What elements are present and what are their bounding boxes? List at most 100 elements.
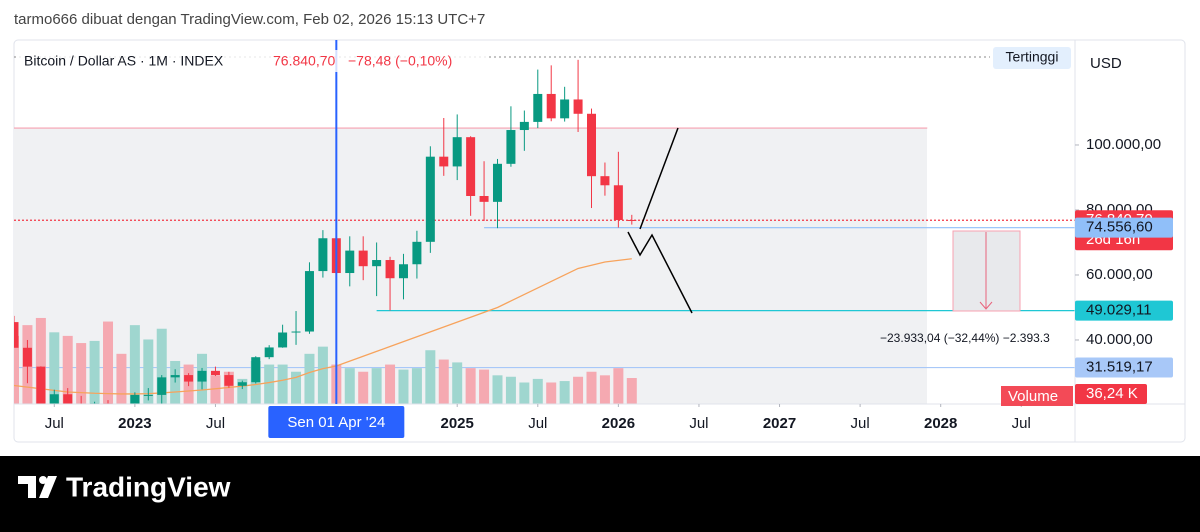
logo bbox=[18, 476, 57, 498]
candle-body bbox=[479, 196, 489, 202]
candle-body bbox=[157, 377, 167, 395]
volume-bar bbox=[129, 325, 140, 404]
logo-mark-2 bbox=[39, 476, 57, 498]
volume-bar bbox=[264, 364, 275, 404]
candle-body bbox=[627, 219, 637, 221]
volume-bar bbox=[626, 378, 637, 404]
candle-body bbox=[600, 176, 610, 186]
candle-body bbox=[22, 347, 32, 367]
volume-bar bbox=[505, 376, 516, 404]
candle-body bbox=[36, 366, 46, 404]
high-label: Tertinggi bbox=[1006, 49, 1059, 65]
candle-body bbox=[291, 331, 301, 333]
volume-value-box bbox=[1075, 384, 1147, 404]
price-label: 31.519,17 bbox=[1086, 359, 1153, 376]
candle-body bbox=[318, 238, 328, 272]
volume-bar bbox=[116, 353, 127, 404]
candle-body bbox=[345, 250, 355, 274]
measure-arrowhead bbox=[979, 301, 993, 310]
projection-up bbox=[639, 127, 679, 230]
crosshair-badge bbox=[268, 406, 405, 438]
candle-body bbox=[439, 156, 449, 167]
volume-bar bbox=[35, 317, 46, 404]
overlay: Sen 01 Apr '2476.840,7026d 16h74.556,604… bbox=[268, 40, 1173, 438]
volume-bar bbox=[411, 368, 422, 404]
volume-bar bbox=[76, 343, 87, 404]
x-tick-label: 2023 bbox=[118, 415, 151, 432]
drawing bbox=[627, 127, 693, 314]
volume-bar bbox=[237, 378, 248, 404]
candle-body bbox=[560, 99, 570, 119]
volume-value: 36,24 K bbox=[1086, 385, 1138, 402]
volume-bar bbox=[14, 335, 19, 404]
volume-bar bbox=[385, 364, 396, 404]
measure bbox=[952, 230, 1021, 312]
candle-body bbox=[506, 130, 516, 164]
volume-bar bbox=[599, 375, 610, 404]
x-tick-label: 2025 bbox=[441, 415, 474, 432]
x-tick-label: Jul bbox=[1012, 415, 1031, 432]
candle-body bbox=[519, 121, 529, 131]
candle-body bbox=[613, 185, 623, 220]
candle-body bbox=[385, 260, 395, 279]
candle-body bbox=[425, 156, 435, 242]
legend-title: Bitcoin / Dollar AS · 1M · INDEX bbox=[24, 53, 224, 69]
volume-name: Volume bbox=[1008, 388, 1058, 405]
volume-bar bbox=[62, 335, 73, 404]
volume-bar bbox=[277, 364, 288, 404]
candle-body bbox=[412, 241, 422, 265]
volume-bar bbox=[519, 382, 530, 404]
candle-body bbox=[304, 271, 314, 332]
volume-bar bbox=[465, 368, 476, 404]
currency: USD bbox=[1090, 55, 1122, 72]
volume-bar bbox=[371, 368, 382, 404]
y-tick-label: 60.000,00 bbox=[1086, 266, 1153, 283]
volume-bar bbox=[559, 381, 570, 404]
candle-body bbox=[237, 382, 247, 386]
brand: TradingView bbox=[66, 471, 231, 502]
x-tick-label: 2026 bbox=[602, 415, 635, 432]
volume-bar bbox=[317, 346, 328, 404]
candle-body bbox=[251, 357, 261, 383]
candle-body bbox=[398, 264, 408, 279]
candle-body bbox=[587, 113, 597, 177]
volume-bar bbox=[398, 369, 409, 404]
moving-average bbox=[14, 258, 632, 395]
candle-body bbox=[130, 394, 140, 404]
volume-bar bbox=[425, 350, 436, 404]
candle-body bbox=[224, 375, 234, 386]
volume-bar bbox=[103, 321, 114, 404]
x-tick-label: Jul bbox=[45, 415, 64, 432]
candle-body bbox=[573, 99, 583, 114]
candle-body bbox=[372, 260, 382, 267]
volume-bar bbox=[143, 339, 154, 404]
candle-body bbox=[546, 93, 556, 119]
y-tick-label: 40.000,00 bbox=[1086, 331, 1153, 348]
volume-bar bbox=[452, 362, 463, 404]
volume-bar bbox=[479, 369, 490, 404]
price-label-box bbox=[1075, 357, 1173, 378]
candle-body bbox=[492, 163, 502, 202]
x-tick-label: 2027 bbox=[763, 415, 796, 432]
candle-body bbox=[197, 370, 207, 382]
crosshair-label: Sen 01 Apr '24 bbox=[287, 414, 385, 431]
candle-body bbox=[278, 332, 288, 348]
x-tick-label: Jul bbox=[528, 415, 547, 432]
price-label-box bbox=[1075, 300, 1173, 321]
volume-bar bbox=[573, 376, 584, 404]
price-label: 49.029,11 bbox=[1086, 302, 1152, 319]
volume-bar bbox=[344, 368, 355, 404]
volume-bar bbox=[492, 375, 503, 404]
candle-body bbox=[466, 137, 476, 196]
price-label: 74.556,60 bbox=[1086, 219, 1153, 236]
legend-price: 76.840,70 bbox=[273, 53, 335, 69]
candle-body bbox=[143, 394, 153, 396]
candle-body bbox=[49, 394, 59, 404]
volume-bar bbox=[358, 371, 369, 404]
volume-bar bbox=[156, 328, 167, 404]
volume-name-box bbox=[1001, 386, 1073, 406]
projection-down bbox=[627, 231, 693, 314]
candle-body bbox=[170, 375, 180, 378]
volume-bar bbox=[304, 353, 315, 404]
